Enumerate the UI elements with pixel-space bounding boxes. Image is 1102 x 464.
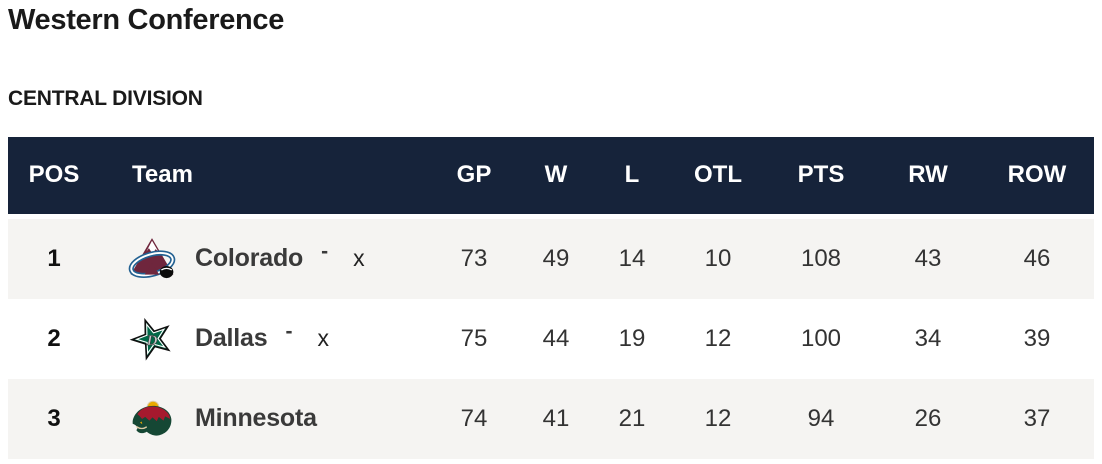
header-cell-pts: PTS — [797, 161, 845, 189]
header-cell-team: Team — [132, 161, 193, 189]
row-value: 46 — [1023, 244, 1051, 272]
division-title: CENTRAL DIVISION — [8, 86, 203, 110]
l-value: 14 — [618, 244, 646, 272]
position-value: 2 — [47, 324, 61, 352]
l-value: 19 — [618, 324, 646, 352]
clinch-dash: - — [285, 319, 293, 343]
colorado-avalanche-logo — [126, 235, 178, 283]
team-name: Colorado — [195, 244, 304, 273]
otl-value: 12 — [704, 404, 732, 432]
w-value: 49 — [542, 244, 570, 272]
dallas-stars-logo: D — [126, 315, 178, 363]
svg-text:D: D — [146, 333, 158, 349]
pts-value: 108 — [800, 244, 842, 272]
otl-value: 10 — [704, 244, 732, 272]
row-value: 37 — [1023, 404, 1051, 432]
w-value: 44 — [542, 324, 570, 352]
team-link-minnesota[interactable]: Minnesota — [126, 395, 430, 443]
table-row-colorado: 1 — [8, 218, 1094, 299]
gp-value: 74 — [460, 404, 488, 432]
clinch-dash: - — [321, 239, 329, 263]
rw-value: 34 — [914, 324, 942, 352]
header-cell-pos: POS — [28, 161, 80, 189]
minnesota-wild-logo — [126, 395, 178, 443]
header-cell-gp: GP — [456, 161, 492, 189]
pts-value: 100 — [800, 324, 842, 352]
table-row-dallas: 2 D Dallas - x 75 44 — [8, 298, 1094, 379]
header-cell-w: W — [544, 161, 568, 189]
position-value: 3 — [47, 404, 61, 432]
clinch-indicator: x — [353, 245, 365, 272]
header-cell-rw: RW — [908, 161, 948, 189]
team-name: Minnesota — [195, 404, 317, 433]
l-value: 21 — [618, 404, 646, 432]
pts-value: 94 — [807, 404, 835, 432]
team-link-colorado[interactable]: Colorado - x — [126, 235, 430, 283]
conference-title: Western Conference — [8, 4, 285, 36]
gp-value: 73 — [460, 244, 488, 272]
otl-value: 12 — [704, 324, 732, 352]
w-value: 41 — [542, 404, 570, 432]
header-cell-otl: OTL — [694, 161, 742, 189]
position-value: 1 — [47, 244, 61, 272]
table-header-row: POS Team GP W L OTL PTS RW ROW — [8, 136, 1094, 214]
team-name: Dallas — [195, 324, 268, 353]
header-cell-l: L — [624, 161, 640, 189]
standings-table: POS Team GP W L OTL PTS RW ROW 1 — [8, 136, 1094, 459]
clinch-indicator: x — [317, 325, 329, 352]
team-link-dallas[interactable]: D Dallas - x — [126, 315, 430, 363]
table-row-minnesota: 3 Minnesota 74 41 — [8, 378, 1094, 459]
header-cell-row: ROW — [1007, 161, 1067, 189]
gp-value: 75 — [460, 324, 488, 352]
rw-value: 43 — [914, 244, 942, 272]
row-value: 39 — [1023, 324, 1051, 352]
rw-value: 26 — [914, 404, 942, 432]
